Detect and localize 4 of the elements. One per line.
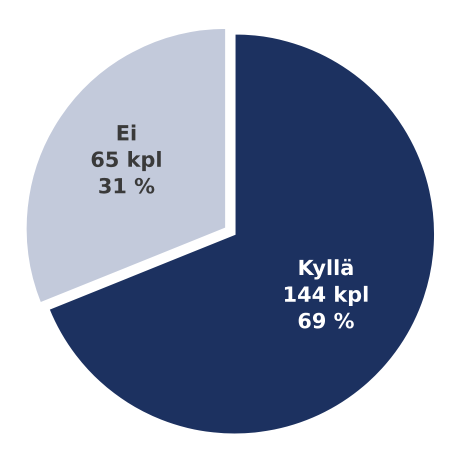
slice-label: Kyllä xyxy=(299,258,353,280)
slice-label: Ei xyxy=(118,124,136,140)
data-label: 65 kpl 31 % xyxy=(92,150,161,194)
data-label: 144 kpl 69 % xyxy=(284,286,368,328)
